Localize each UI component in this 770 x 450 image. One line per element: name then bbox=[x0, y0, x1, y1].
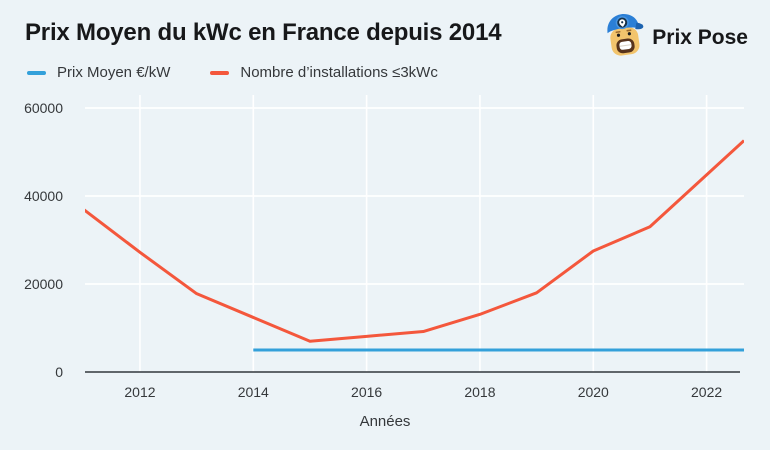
x-tick-label-2018: 2018 bbox=[464, 384, 495, 400]
tick-labels: 2012 2014 2016 2018 2020 2022 0 20000 40000 60000 bbox=[24, 100, 722, 400]
y-tick-label-40000: 40000 bbox=[24, 188, 63, 204]
series-line-installations bbox=[85, 139, 744, 343]
gridlines bbox=[85, 95, 744, 372]
brand-name: Prix Pose bbox=[652, 25, 748, 49]
x-tick-label-2022: 2022 bbox=[691, 384, 722, 400]
x-tick-label-2020: 2020 bbox=[578, 384, 609, 400]
x-tick-label-2012: 2012 bbox=[124, 384, 155, 400]
legend-dash-blue-icon bbox=[27, 70, 46, 75]
page-title: Prix Moyen du kWc en France depuis 2014 bbox=[25, 19, 502, 46]
legend-item-installations[interactable]: Nombre d’installations ≤3kWc bbox=[210, 64, 438, 81]
x-tick-label-2016: 2016 bbox=[351, 384, 382, 400]
x-tick-label-2014: 2014 bbox=[238, 384, 269, 400]
chart-legend: Prix Moyen €/kW Nombre d’installations ≤… bbox=[27, 64, 438, 81]
legend-item-prix-moyen[interactable]: Prix Moyen €/kW bbox=[27, 64, 170, 81]
y-tick-label-0: 0 bbox=[55, 364, 63, 380]
brand-logo: Prix Pose bbox=[603, 12, 748, 63]
x-axis-title: Années bbox=[359, 413, 411, 430]
legend-dash-orange-icon bbox=[210, 70, 230, 75]
legend-label: Prix Moyen €/kW bbox=[57, 64, 171, 81]
prixpose-mascot-icon bbox=[603, 12, 645, 63]
y-tick-label-20000: 20000 bbox=[24, 276, 63, 292]
y-tick-label-60000: 60000 bbox=[24, 100, 63, 116]
legend-label: Nombre d’installations ≤3kWc bbox=[240, 64, 438, 81]
